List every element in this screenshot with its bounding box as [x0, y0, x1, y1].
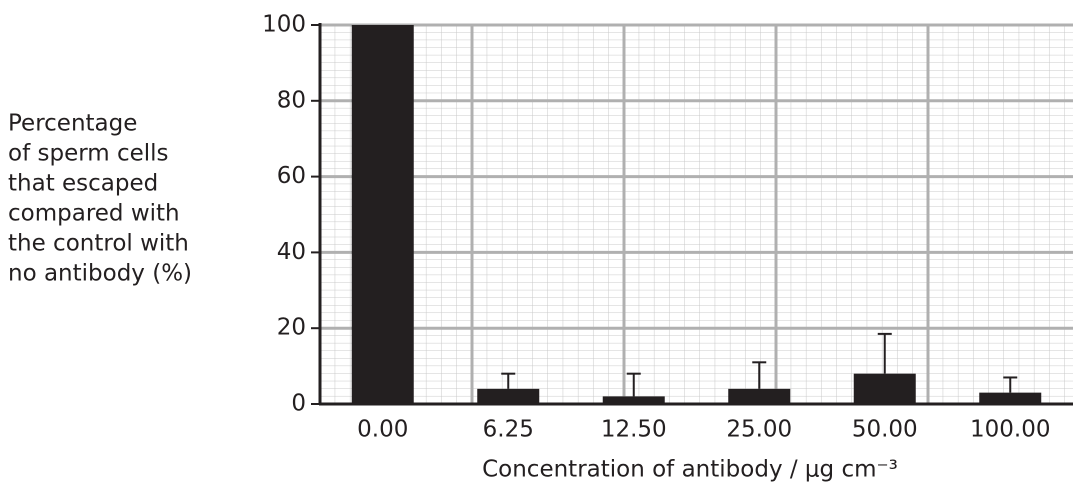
y-axis-label: no antibody (%) — [8, 261, 192, 287]
x-tick-label: 100.00 — [970, 417, 1050, 443]
y-tick-label: 80 — [277, 87, 306, 113]
y-tick-label: 100 — [262, 12, 306, 38]
y-tick-label: 0 — [291, 391, 306, 417]
y-tick-label: 60 — [277, 163, 306, 189]
y-axis-label: the control with — [8, 231, 189, 257]
bar — [853, 373, 916, 404]
x-tick-label: 6.25 — [483, 417, 534, 443]
y-axis-label: Percentage — [8, 111, 137, 137]
y-axis-label: of sperm cells — [8, 141, 169, 167]
x-tick-label: 25.00 — [726, 417, 792, 443]
bar — [477, 388, 540, 404]
minor-grid — [320, 25, 1073, 404]
x-tick-label: 12.50 — [601, 417, 667, 443]
x-tick-label: 0.00 — [357, 417, 408, 443]
y-axis-label: compared with — [8, 201, 180, 227]
bar — [351, 25, 414, 404]
y-axis-label: that escaped — [8, 171, 158, 197]
bar — [602, 396, 665, 404]
y-tick-label: 40 — [277, 239, 306, 265]
x-axis-label: Concentration of antibody / μg cm⁻³ — [482, 457, 898, 483]
y-tick-label: 20 — [277, 315, 306, 341]
bar — [728, 388, 791, 404]
bar — [979, 392, 1042, 404]
x-tick-label: 50.00 — [852, 417, 918, 443]
